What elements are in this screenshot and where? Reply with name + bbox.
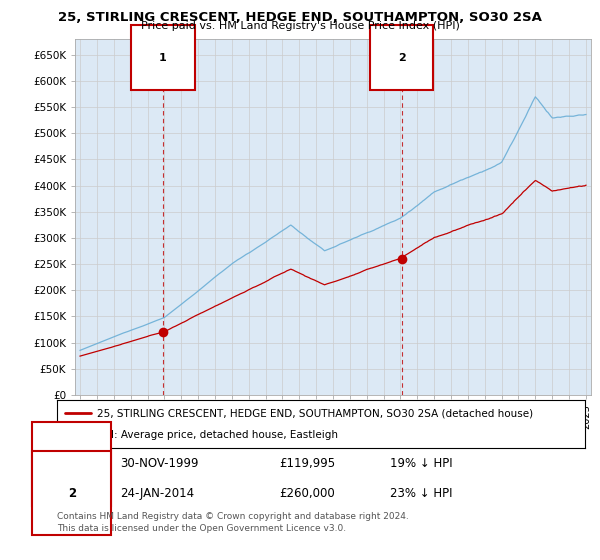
Text: Price paid vs. HM Land Registry's House Price Index (HPI): Price paid vs. HM Land Registry's House …: [140, 21, 460, 31]
Text: 2: 2: [68, 487, 76, 500]
Text: 1: 1: [159, 53, 167, 63]
Text: 30-NOV-1999: 30-NOV-1999: [121, 457, 199, 470]
Text: 2: 2: [398, 53, 406, 63]
Text: 24-JAN-2014: 24-JAN-2014: [121, 487, 194, 500]
Text: 23% ↓ HPI: 23% ↓ HPI: [389, 487, 452, 500]
Text: 1: 1: [68, 457, 76, 470]
Text: 19% ↓ HPI: 19% ↓ HPI: [389, 457, 452, 470]
Text: 25, STIRLING CRESCENT, HEDGE END, SOUTHAMPTON, SO30 2SA (detached house): 25, STIRLING CRESCENT, HEDGE END, SOUTHA…: [97, 408, 533, 418]
Text: HPI: Average price, detached house, Eastleigh: HPI: Average price, detached house, East…: [97, 430, 338, 440]
Text: £119,995: £119,995: [279, 457, 335, 470]
Text: Contains HM Land Registry data © Crown copyright and database right 2024.
This d: Contains HM Land Registry data © Crown c…: [57, 512, 409, 533]
Text: £260,000: £260,000: [279, 487, 335, 500]
Text: 25, STIRLING CRESCENT, HEDGE END, SOUTHAMPTON, SO30 2SA: 25, STIRLING CRESCENT, HEDGE END, SOUTHA…: [58, 11, 542, 24]
